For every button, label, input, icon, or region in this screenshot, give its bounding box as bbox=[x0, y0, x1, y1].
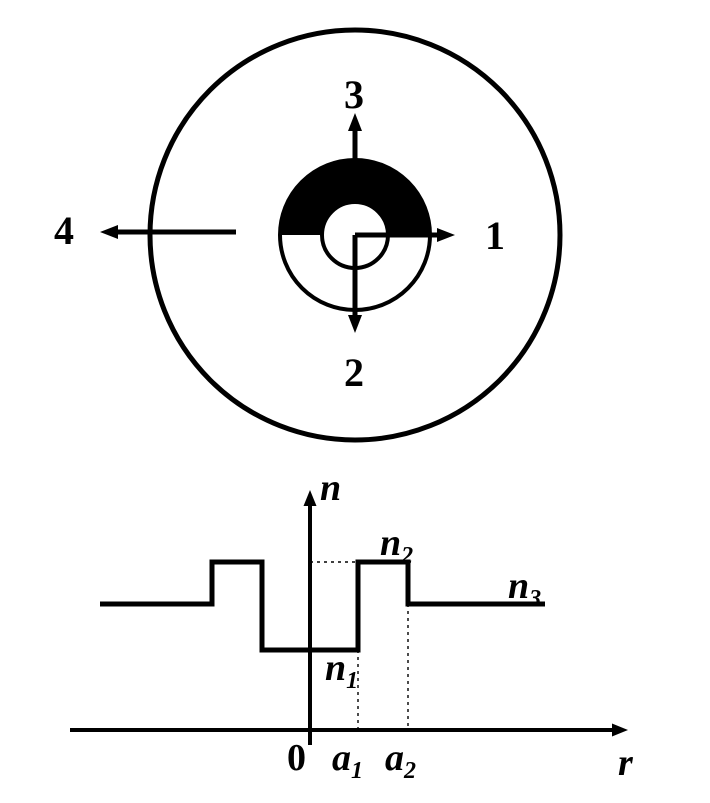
label-4: 4 bbox=[54, 208, 74, 253]
axis-label-r: r bbox=[618, 742, 634, 784]
label-1: 1 bbox=[485, 213, 505, 258]
axis-label-n: n bbox=[320, 467, 341, 509]
label-2: 2 bbox=[344, 350, 364, 395]
axis-origin-label: 0 bbox=[287, 737, 306, 779]
label-3: 3 bbox=[344, 72, 364, 117]
figure: 1234nr0a1a2n1n2n3 bbox=[0, 0, 710, 803]
